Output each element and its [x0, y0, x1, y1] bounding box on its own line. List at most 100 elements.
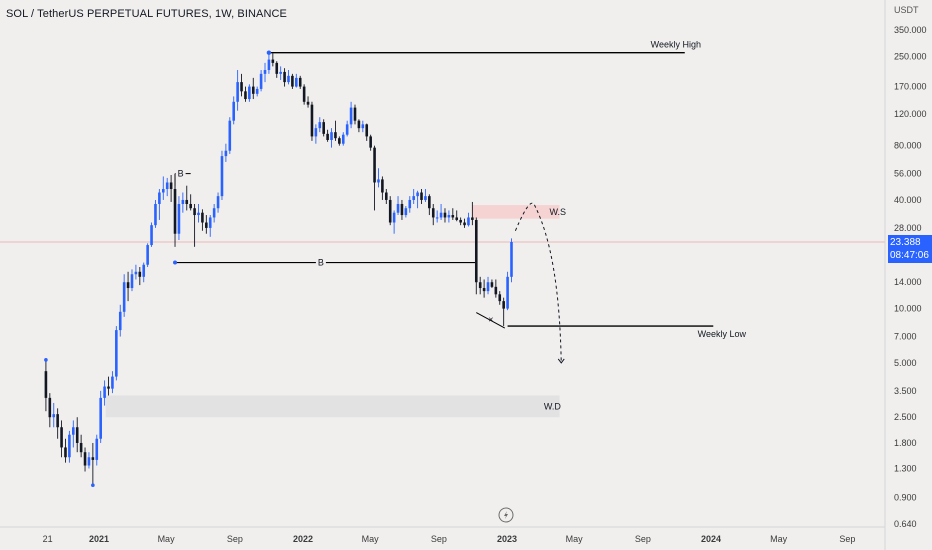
y-tick-label: 1.300 [894, 463, 917, 473]
candle-body [463, 222, 466, 226]
candle-body [189, 203, 192, 209]
y-tick-label: 28.000 [894, 223, 922, 233]
candle [212, 203, 216, 223]
candle-body [71, 427, 75, 435]
candle [396, 196, 400, 216]
candle [482, 279, 486, 298]
candle-body [185, 199, 189, 204]
x-tick-label: May [362, 534, 380, 544]
candle [318, 117, 322, 133]
sweep-marker: × [488, 315, 493, 325]
candle-body [240, 82, 243, 92]
candle [302, 84, 306, 105]
lightning-icon [498, 507, 514, 523]
candle [126, 271, 130, 302]
candle [287, 70, 290, 85]
candle [298, 75, 302, 89]
candle [259, 70, 263, 92]
bar-countdown: 08:47:06 [890, 250, 929, 261]
candle-body [338, 138, 341, 144]
candle-body [232, 101, 236, 121]
lightning-glyph [504, 511, 508, 519]
y-tick-label: 7.000 [894, 332, 917, 342]
candle-body [478, 282, 482, 289]
candle-body [79, 442, 83, 453]
candle [228, 117, 232, 154]
candle [353, 104, 357, 125]
candle-body [208, 217, 212, 228]
candle [424, 189, 427, 202]
candle [334, 120, 337, 141]
candle-body [302, 86, 306, 102]
candle [248, 84, 251, 102]
weekly-supply-zone [472, 205, 560, 219]
candle-body [244, 91, 247, 100]
candle [463, 218, 466, 228]
candle [263, 62, 267, 83]
start-marker [44, 358, 48, 362]
y-tick-label: 40.000 [894, 195, 922, 205]
candle-body [275, 62, 279, 74]
candle-body [91, 457, 95, 460]
candle-body [103, 386, 106, 398]
candle-body [431, 208, 435, 218]
x-tick-label: Sep [839, 534, 855, 544]
bos-lower-anchor [173, 260, 178, 265]
candle-body [396, 203, 400, 213]
candle-body [56, 414, 59, 428]
candle [197, 203, 200, 223]
candle [341, 132, 345, 146]
candle [357, 119, 361, 133]
candle [142, 262, 146, 283]
candle [87, 452, 91, 469]
candle-body [392, 212, 396, 223]
sweep-line [476, 312, 506, 329]
candle [384, 189, 388, 204]
candle [185, 185, 189, 211]
x-tick-label: 2022 [293, 534, 313, 544]
candle-body [255, 88, 259, 94]
y-tick-label: 56.000 [894, 169, 922, 179]
candle [330, 128, 333, 148]
candle-body [455, 217, 459, 220]
candle-body [447, 215, 451, 218]
candle-body [130, 274, 134, 289]
candle-body [197, 212, 200, 216]
candle-body [334, 132, 337, 139]
candle [99, 390, 102, 443]
candle [494, 279, 498, 298]
candle [158, 189, 161, 220]
candle-body [134, 271, 138, 275]
x-tick-label: 2024 [701, 534, 721, 544]
candle [275, 61, 279, 78]
candle-body [408, 199, 412, 209]
candle [240, 73, 243, 97]
candle-body [510, 242, 513, 277]
candle [471, 201, 474, 226]
candle [216, 192, 220, 213]
y-tick-label: 5.000 [894, 358, 917, 368]
candle-body [345, 124, 349, 135]
y-tick-label: 0.900 [894, 492, 917, 502]
candle [326, 129, 329, 142]
candle [435, 210, 439, 223]
candle [118, 304, 122, 337]
candle-body [322, 122, 325, 134]
candle-body [310, 104, 314, 137]
candle [490, 279, 494, 289]
candle-body [443, 212, 447, 218]
candle-body [490, 282, 494, 287]
candle-body [400, 203, 404, 216]
candle-body [283, 71, 286, 83]
candle-body [291, 75, 294, 87]
candle [44, 359, 48, 412]
candle-body [388, 199, 392, 223]
candle [412, 189, 415, 204]
candle-body [236, 82, 239, 102]
bos-upper-label-bg [175, 167, 186, 179]
candle-body [474, 219, 478, 283]
y-tick-label: 0.640 [894, 519, 917, 529]
candle-body [193, 208, 196, 216]
y-tick-label: 1.800 [894, 438, 917, 448]
